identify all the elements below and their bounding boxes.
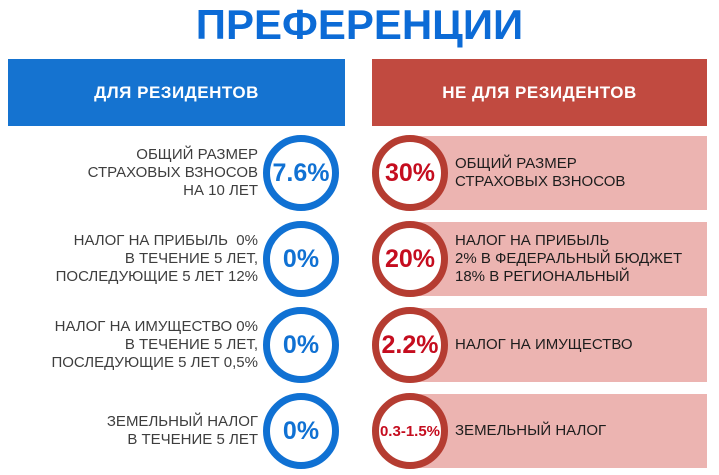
page-title: ПРЕФЕРЕНЦИИ xyxy=(195,1,524,48)
resident-land-tax-label: ЗЕМЕЛЬНЫЙ НАЛОГ В ТЕЧЕНИЕ 5 ЛЕТ xyxy=(106,413,258,448)
row-property-tax: НАЛОГ НА ИМУЩЕСТВО 0% В ТЕЧЕНИЕ 5 ЛЕТ, П… xyxy=(0,307,719,383)
non-resident-profit-tax-label: НАЛОГ НА ПРИБЫЛЬ 2% В ФЕДЕРАЛЬНЫЙ БЮДЖЕТ… xyxy=(455,232,683,285)
resident-profit-tax-label: НАЛОГ НА ПРИБЫЛЬ 0% В ТЕЧЕНИЕ 5 ЛЕТ, ПОС… xyxy=(55,232,258,285)
non-resident-land-tax-label: ЗЕМЕЛЬНЫЙ НАЛОГ xyxy=(455,422,607,439)
non-resident-land-tax-value-circle: 0.3-1.5% xyxy=(372,393,448,469)
non-resident-land-tax-value: 0.3-1.5% xyxy=(379,422,441,440)
non-resident-profit-tax-value-circle: 20% xyxy=(372,221,448,297)
residents-header-label: ДЛЯ РЕЗИДЕНТОВ xyxy=(94,82,259,102)
resident-insurance-label: ОБЩИЙ РАЗМЕР СТРАХОВЫХ ВЗНОСОВ НА 10 ЛЕТ xyxy=(87,146,258,199)
non-resident-property-tax-label: НАЛОГ НА ИМУЩЕСТВО xyxy=(455,336,633,353)
resident-insurance-value-circle: 7.6% xyxy=(263,135,339,211)
non-resident-property-tax-value: 2.2% xyxy=(381,330,439,359)
resident-profit-tax-value: 0% xyxy=(282,244,320,273)
resident-land-tax-value-circle: 0% xyxy=(263,393,339,469)
resident-profit-tax-value-circle: 0% xyxy=(263,221,339,297)
resident-property-tax-value: 0% xyxy=(282,330,320,359)
non-resident-property-tax-value-circle: 2.2% xyxy=(372,307,448,383)
non-resident-insurance-value: 30% xyxy=(384,158,436,187)
non-residents-header-label: НЕ ДЛЯ РЕЗИДЕНТОВ xyxy=(442,82,637,102)
row-profit-tax: НАЛОГ НА ПРИБЫЛЬ 0% В ТЕЧЕНИЕ 5 ЛЕТ, ПОС… xyxy=(0,221,719,297)
residents-column-header: ДЛЯ РЕЗИДЕНТОВ xyxy=(8,59,345,126)
resident-insurance-value: 7.6% xyxy=(272,158,330,187)
non-resident-profit-tax-value: 20% xyxy=(384,244,436,273)
non-resident-property-tax-band xyxy=(408,308,707,382)
non-resident-insurance-value-circle: 30% xyxy=(372,135,448,211)
non-resident-insurance-label: ОБЩИЙ РАЗМЕР СТРАХОВЫХ ВЗНОСОВ xyxy=(455,155,626,190)
resident-land-tax-value: 0% xyxy=(282,416,320,445)
resident-property-tax-value-circle: 0% xyxy=(263,307,339,383)
row-insurance-contributions: ОБЩИЙ РАЗМЕР СТРАХОВЫХ ВЗНОСОВ НА 10 ЛЕТ… xyxy=(0,135,719,211)
non-resident-land-tax-band xyxy=(408,394,707,468)
resident-property-tax-label: НАЛОГ НА ИМУЩЕСТВО 0% В ТЕЧЕНИЕ 5 ЛЕТ, П… xyxy=(51,318,258,371)
non-resident-insurance-band xyxy=(408,136,707,210)
non-residents-column-header: НЕ ДЛЯ РЕЗИДЕНТОВ xyxy=(372,59,707,126)
non-resident-profit-tax-band xyxy=(408,222,707,296)
row-land-tax: ЗЕМЕЛЬНЫЙ НАЛОГ В ТЕЧЕНИЕ 5 ЛЕТ 0% 0.3-1… xyxy=(0,393,719,469)
